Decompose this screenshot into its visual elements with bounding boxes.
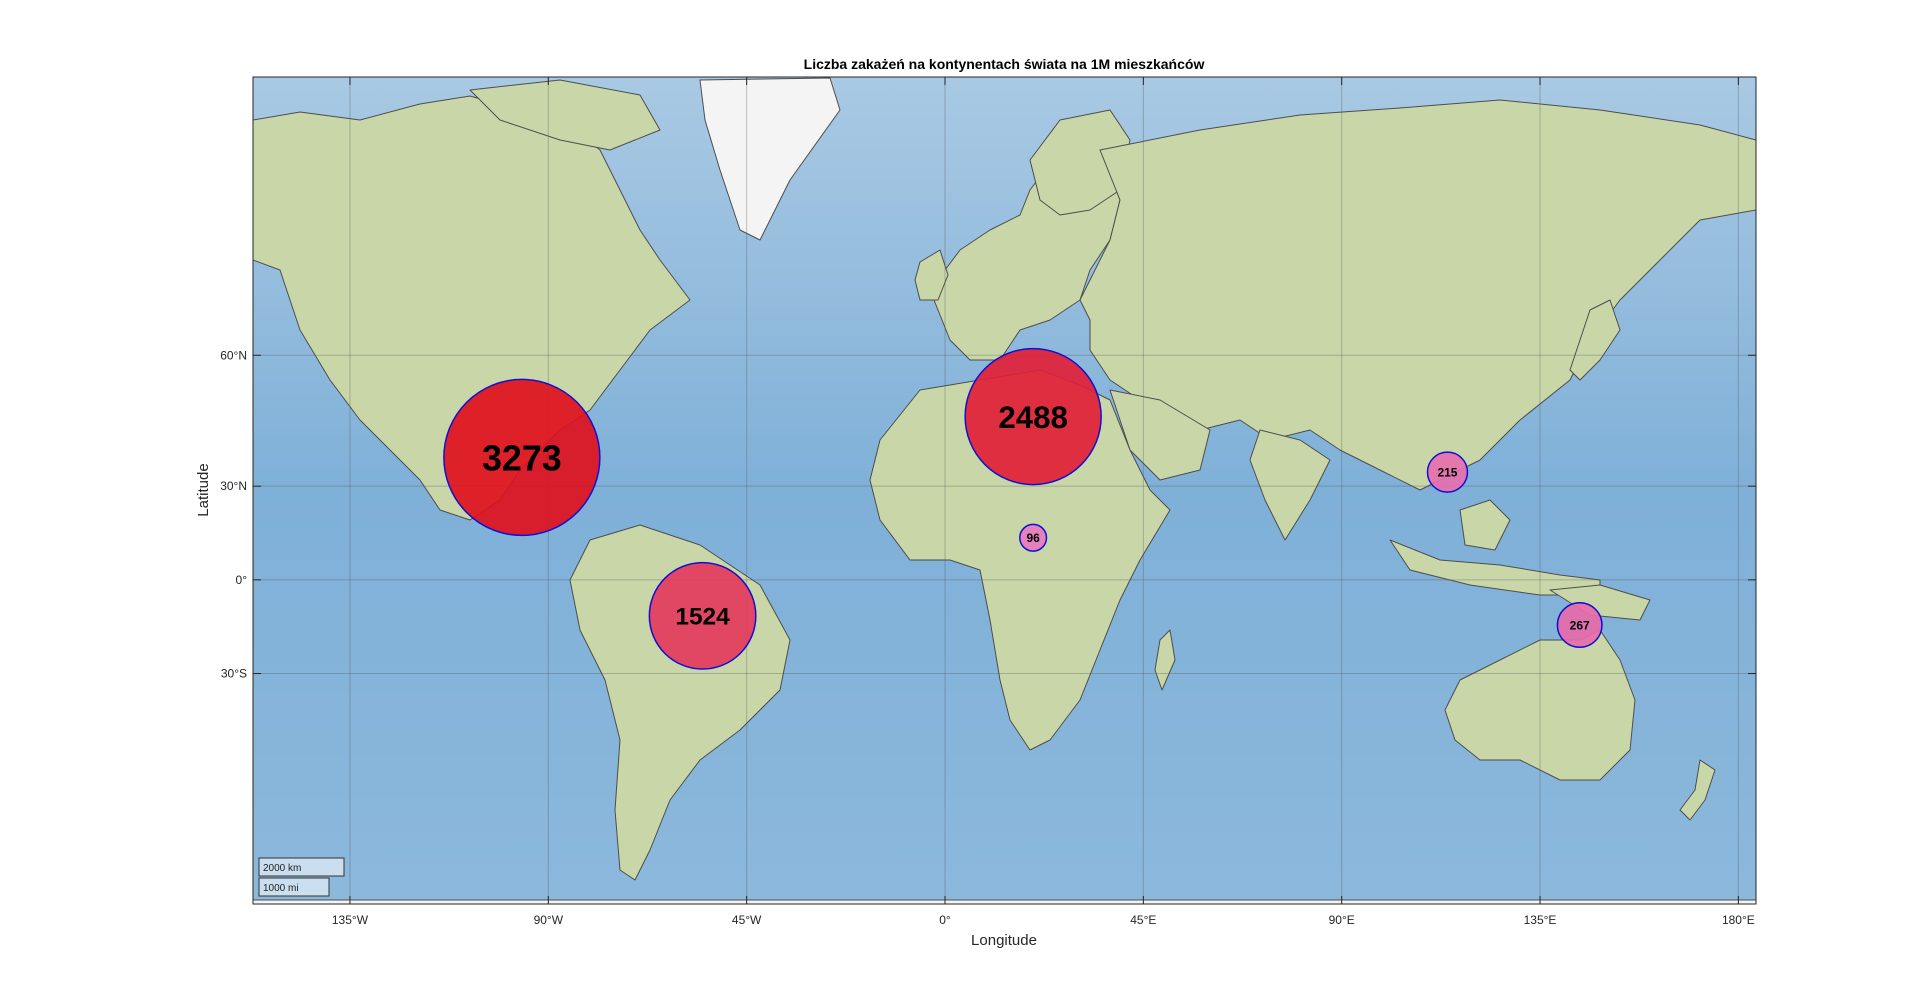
bubble-label: 2488 [998,400,1068,435]
scalebar-km-label: 2000 km [263,863,301,874]
scalebar-km-box [258,857,345,877]
x-tick-label: 0° [939,913,951,927]
x-ticks: 135°W 90°W 45°W 0° 45°E 90°E 135°E 180°E [332,77,1755,927]
land-antarctica [253,899,1756,904]
y-axis-label: Latitude [195,463,212,516]
map-axes[interactable]: 3273 2488 1524 267 215 96 2000 km 1000 mi [253,77,1756,904]
x-tick-label: 135°E [1524,913,1557,927]
bubble-marker[interactable] [648,561,757,670]
bubble-marker[interactable] [443,378,601,537]
scalebar-mi-box [258,877,330,897]
bubble-label: 215 [1437,465,1457,479]
x-tick-label: 90°W [534,913,564,927]
y-tick-label: 30°N [220,479,247,493]
bubbles: 3273 2488 1524 267 215 96 [443,347,1603,670]
x-tick-label: 45°W [732,913,762,927]
bubble-marker[interactable] [1019,523,1048,552]
bubble-marker[interactable] [1426,451,1469,493]
bubble-label: 1524 [675,604,730,631]
y-tick-label: 0° [236,573,248,587]
land-india [1249,429,1331,541]
y-tick-label: 60°N [220,348,247,362]
land-arctic-islands [469,79,661,151]
y-ticks: 60°N 30°N 0° 30°S [220,348,1756,681]
x-tick-label: 45°E [1130,913,1156,927]
x-tick-label: 180°E [1722,913,1755,927]
land-new-zealand [1679,759,1716,821]
x-tick-label: 135°W [332,913,369,927]
bubble-label: 96 [1026,531,1040,545]
x-tick-label: 90°E [1329,913,1355,927]
land-japan [1569,299,1621,381]
bubble-label: 3273 [482,438,562,478]
x-axis-label: Longitude [971,932,1037,949]
land-australia [1444,629,1636,781]
axes-box [252,76,1757,905]
land-borneo [1459,499,1511,551]
land-british-isles [914,249,949,301]
chart-title: Liczba zakażeń na kontynentach świata na… [804,56,1205,72]
bubble-marker[interactable] [1556,601,1603,649]
land-greenland [699,77,841,241]
scalebar: 2000 km 1000 mi [258,857,345,897]
land-madagascar [1154,629,1176,691]
y-tick-label: 30°S [221,667,247,681]
scalebar-mi-label: 1000 mi [263,883,299,894]
bubble-marker[interactable] [964,347,1102,486]
bubble-label: 267 [1570,618,1590,632]
